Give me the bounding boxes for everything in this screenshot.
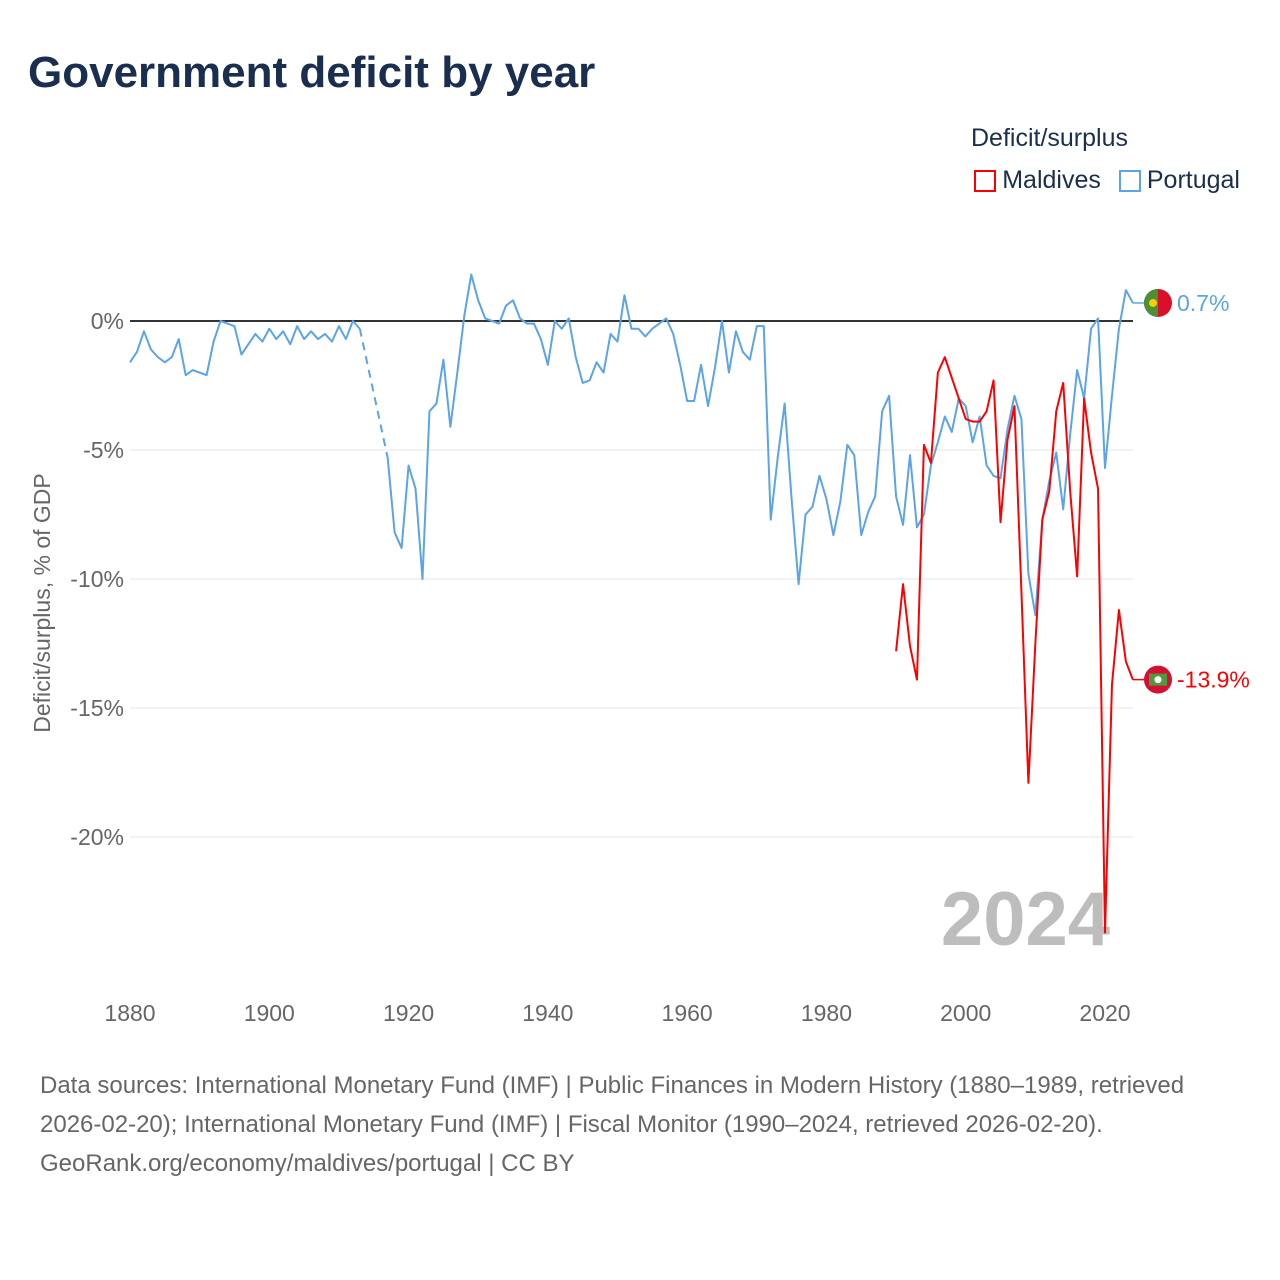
portugal-line — [386, 273, 1134, 617]
portugal-gap-line — [358, 328, 389, 458]
legend-item-portugal[interactable]: Portugal — [1118, 166, 1240, 195]
legend-swatch-maldives — [974, 169, 997, 192]
y-tick-label: -5% — [83, 437, 124, 463]
portugal-line — [129, 320, 361, 377]
portugal-flag-icon — [1144, 288, 1172, 317]
legend-item-maldives[interactable]: Maldives — [974, 166, 1101, 195]
portugal-end-label: 0.7% — [1177, 290, 1229, 316]
x-tick-label: 2000 — [940, 1000, 991, 1026]
credit-link[interactable]: GeoRank.org/economy/maldives/portugal | … — [40, 1150, 575, 1177]
legend-label-maldives: Maldives — [1002, 166, 1101, 194]
year-watermark: 2024 — [941, 877, 1110, 962]
y-axis-label: Deficit/surplus, % of GDP — [29, 473, 55, 732]
data-sources: Data sources: International Monetary Fun… — [40, 1072, 1185, 1138]
y-tick-label: -10% — [70, 566, 124, 592]
plot-area: 0% -5% -10% -15% -20% 1880 1900 1920 1940 1960 198… — [29, 273, 1250, 1026]
chart-title: Government deficit by year — [28, 48, 596, 97]
maldives-flag-icon — [1144, 665, 1172, 694]
x-tick-label: 1960 — [662, 1000, 713, 1026]
flag-crescent — [1154, 676, 1162, 684]
x-tick-label: 1980 — [801, 1000, 852, 1026]
x-tick-label: 1940 — [522, 1000, 573, 1026]
maldives-line — [895, 356, 1134, 934]
legend-swatch-portugal — [1118, 169, 1141, 192]
y-tick-label: -15% — [70, 695, 124, 721]
x-tick-label: 2020 — [1079, 1000, 1130, 1026]
x-tick-label: 1900 — [244, 1000, 295, 1026]
legend: Maldives Portugal — [974, 166, 1240, 195]
footer: Data sources: International Monetary Fun… — [40, 1066, 1240, 1183]
legend-title: Deficit/surplus — [971, 124, 1128, 152]
y-tick-label: -20% — [70, 824, 124, 850]
legend-label-portugal: Portugal — [1146, 166, 1240, 194]
x-tick-label: 1920 — [383, 1000, 434, 1026]
x-tick-label: 1880 — [104, 1000, 155, 1026]
y-tick-label: 0% — [91, 308, 124, 334]
maldives-end-label: -13.9% — [1177, 667, 1250, 693]
flag-emblem — [1149, 298, 1157, 307]
